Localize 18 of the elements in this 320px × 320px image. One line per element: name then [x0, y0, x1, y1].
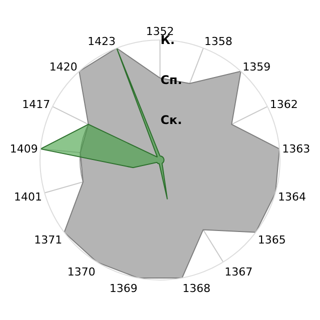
spoke-label: 1369 — [109, 282, 138, 296]
spoke-label: 1363 — [282, 142, 310, 156]
y-tick-label: Ск. — [160, 112, 182, 127]
spoke-label: 1367 — [224, 266, 253, 279]
spoke-label: 1365 — [258, 234, 286, 247]
spoke-label: 1371 — [34, 234, 62, 247]
spoke-label: 1364 — [278, 190, 306, 204]
spoke-label: 1423 — [88, 34, 116, 48]
spoke-label: 1368 — [182, 282, 211, 296]
spoke-label: 1401 — [14, 190, 42, 204]
spoke-label: 1362 — [270, 98, 298, 111]
spoke-label: 1420 — [49, 60, 78, 74]
spoke-label: 1417 — [22, 98, 50, 111]
spoke-label: 1359 — [242, 60, 271, 74]
spoke-label: 1409 — [10, 142, 38, 156]
spoke-label: 1370 — [67, 266, 96, 279]
spoke-label: 1358 — [204, 34, 232, 48]
y-tick-label: Сп. — [160, 72, 182, 87]
